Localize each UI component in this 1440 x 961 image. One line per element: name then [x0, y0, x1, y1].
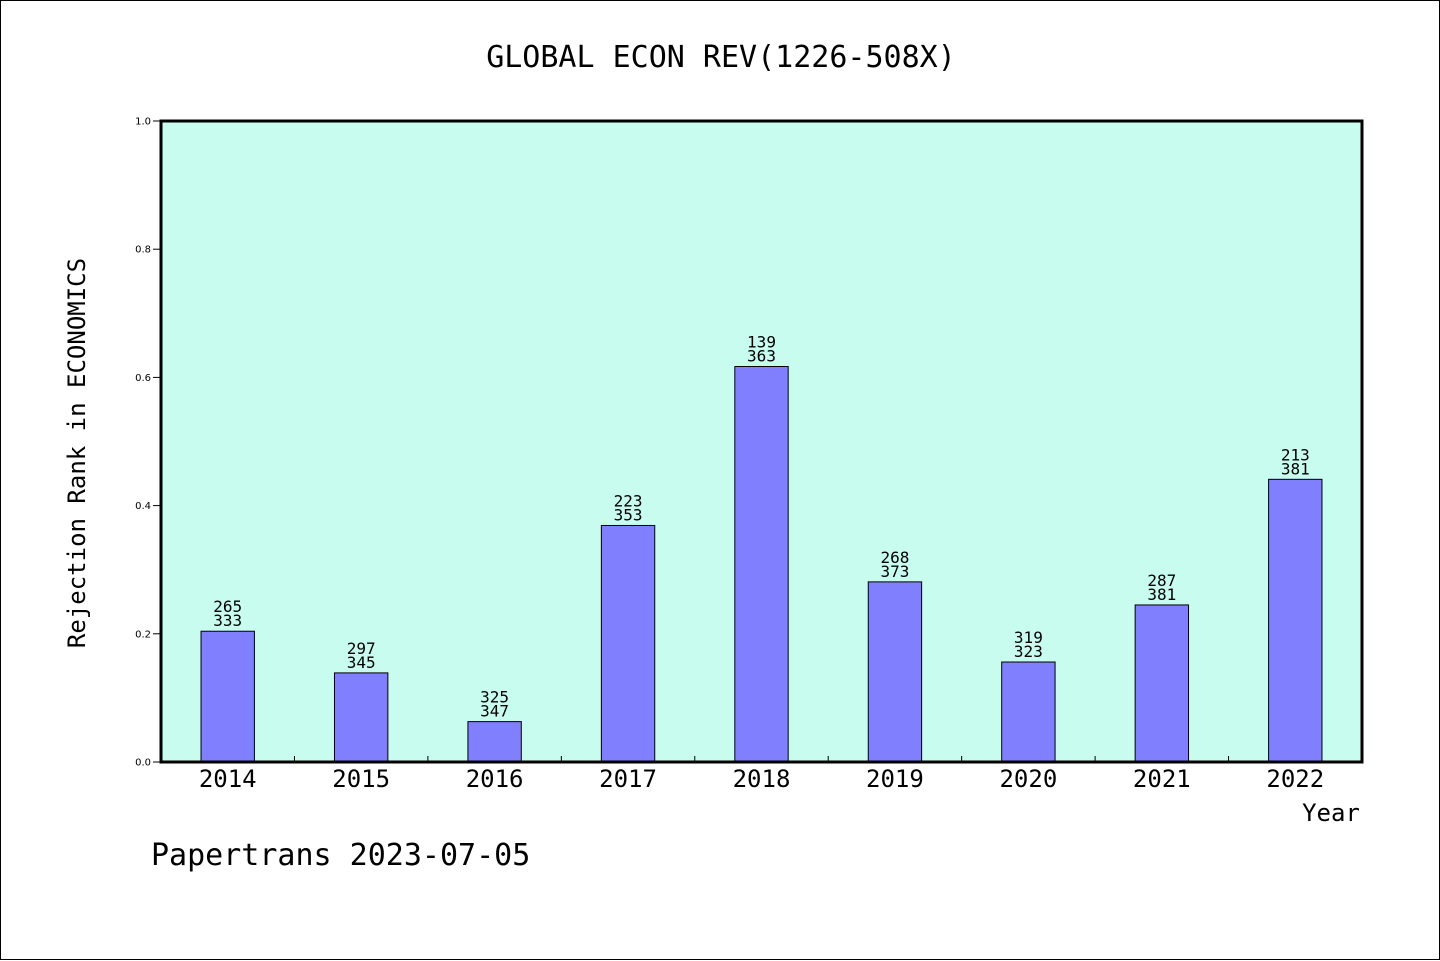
bar-2020 [1001, 661, 1056, 763]
bar-label-bottom: 363 [747, 347, 776, 366]
x-tick-label: 2014 [199, 765, 257, 793]
bar-label-top: 325 [480, 688, 509, 707]
x-axis-title: Year [1302, 799, 1360, 827]
bar-2017 [600, 524, 656, 763]
bar-label-bottom: 381 [1147, 585, 1176, 604]
bar-label-top: 319 [1014, 628, 1043, 647]
bar-2016 [467, 721, 522, 763]
y-tick-label: 0.0 [135, 758, 151, 769]
x-tick-label: 2019 [866, 765, 924, 793]
bar-label-bottom: 381 [1281, 459, 1310, 478]
x-tick-label: 2016 [466, 765, 524, 793]
x-tick-label: 2020 [999, 765, 1057, 793]
x-axis-ticks: 2014 2015 2016 2017 2018 2019 2020 2021 2022 [199, 756, 1324, 793]
bar-2022 [1268, 478, 1323, 763]
bar-label-top: 287 [1147, 571, 1176, 590]
y-tick-label: 0.6 [135, 373, 151, 384]
x-tick-label: 2015 [332, 765, 390, 793]
bar-label-top: 265 [213, 597, 242, 616]
chart-title: GLOBAL ECON REV(1226-508X) [486, 40, 956, 75]
bar-label-bottom: 345 [347, 653, 376, 672]
bar-label-top: 139 [747, 333, 776, 352]
bar-label-bottom: 353 [614, 505, 643, 524]
bar-2014 [200, 630, 255, 763]
footer-text: Papertrans 2023-07-05 [151, 838, 530, 873]
bar-2019 [867, 581, 923, 763]
bar-label-top: 268 [880, 548, 909, 567]
bars-group: 2653332973453253472233531393632683733193… [200, 333, 1323, 763]
bar-label-bottom: 347 [480, 702, 509, 721]
y-tick-label: 1.0 [135, 117, 151, 128]
bar-label-top: 297 [347, 639, 376, 658]
bar-label-top: 223 [614, 491, 643, 510]
bar-2015 [333, 672, 389, 763]
y-tick-label: 0.4 [135, 501, 151, 512]
x-tick-label: 2022 [1266, 765, 1324, 793]
bar-label-bottom: 323 [1014, 642, 1043, 661]
x-tick-label: 2018 [733, 765, 791, 793]
x-tick-label: 2021 [1133, 765, 1191, 793]
y-tick-label: 0.2 [135, 629, 151, 640]
y-axis-title: Rejection Rank in ECONOMICS [63, 258, 91, 648]
bar-label-bottom: 373 [880, 562, 909, 581]
bar-2018 [734, 366, 789, 763]
x-tick-label: 2017 [599, 765, 657, 793]
bar-label-top: 213 [1281, 445, 1310, 464]
y-tick-label: 0.8 [135, 245, 151, 256]
y-axis-ticks: 0.0 0.2 0.4 0.6 0.8 1.0 [135, 117, 161, 769]
bar-label-bottom: 333 [213, 611, 242, 630]
bar-2021 [1134, 604, 1190, 763]
plot-border [159, 119, 1364, 764]
